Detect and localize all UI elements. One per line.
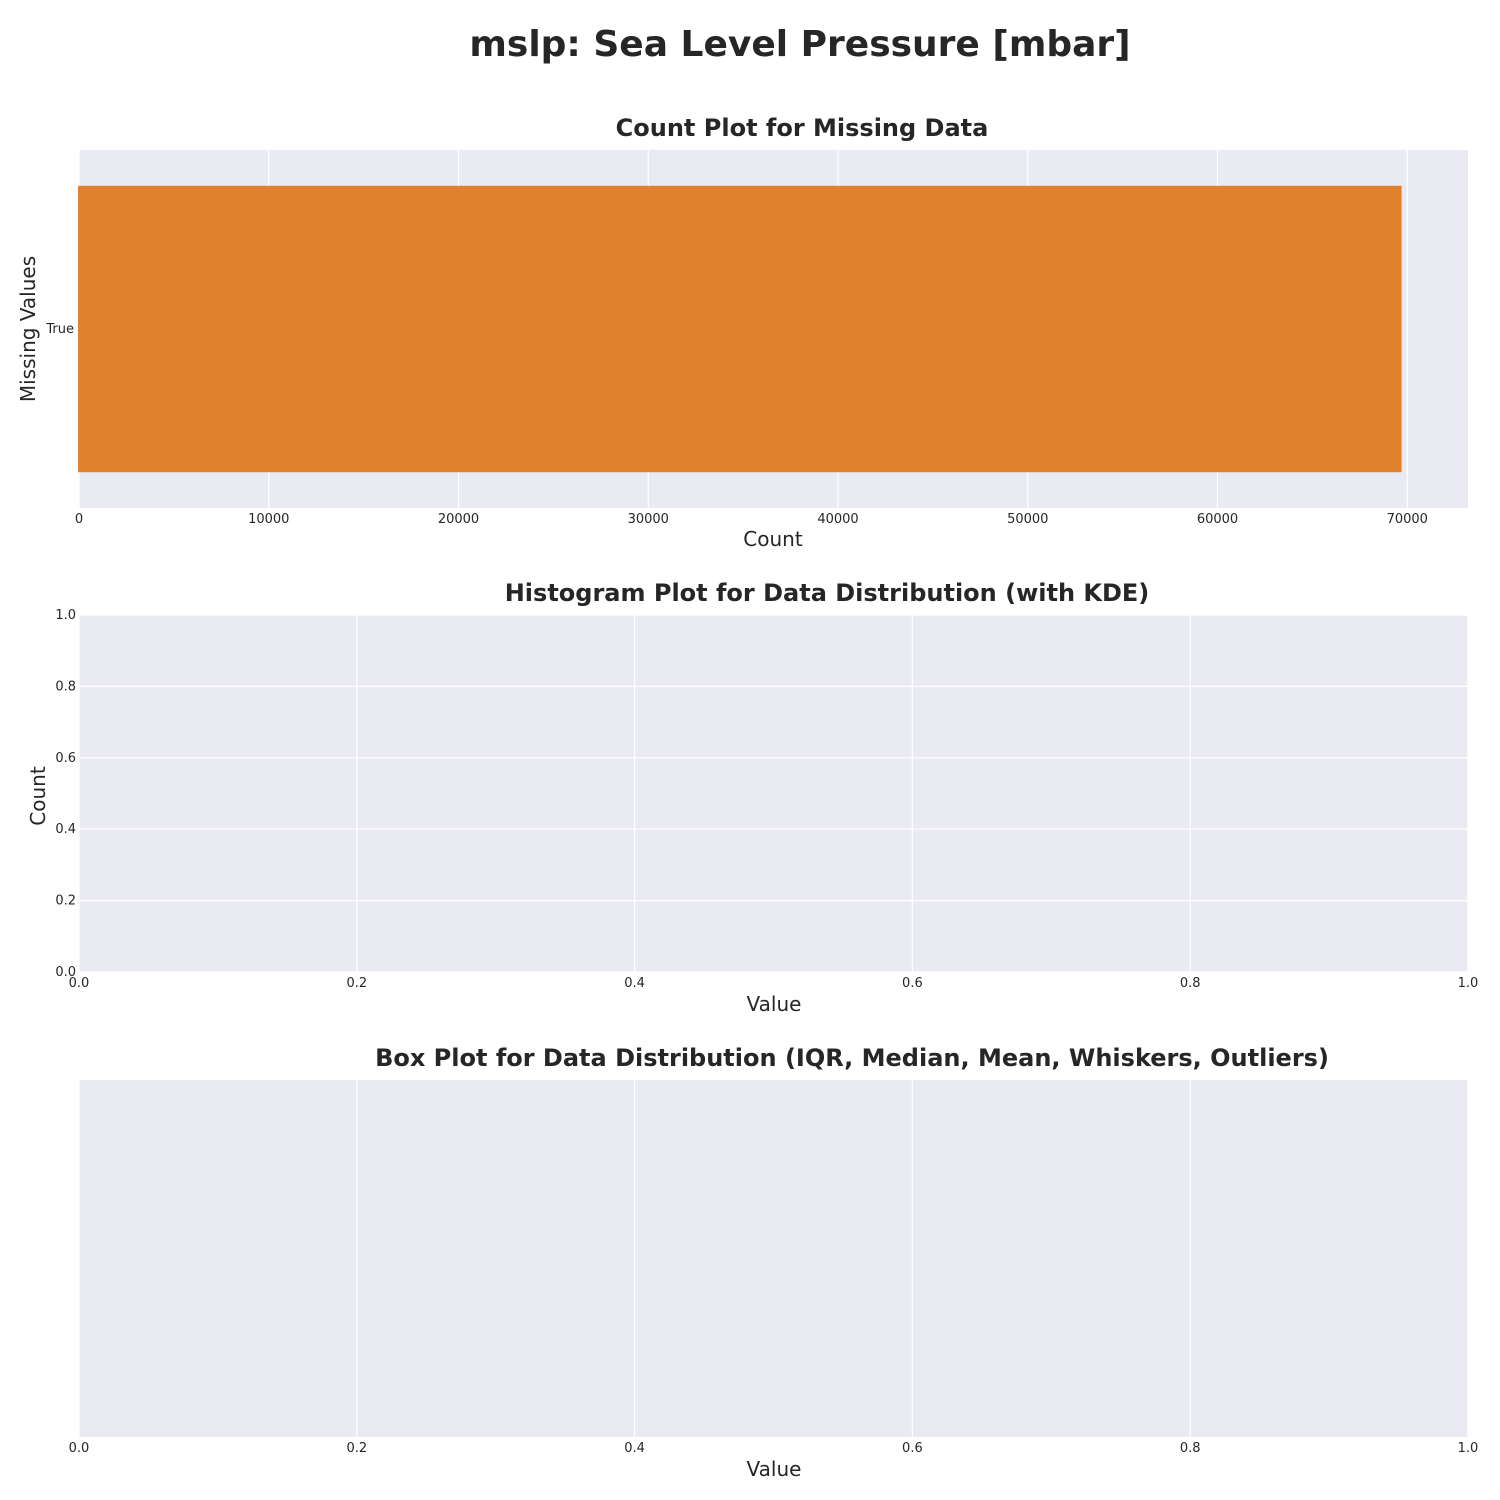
histogram-y-tick-label: 0.4: [55, 822, 76, 837]
count-plot-x-tick-label: 40000: [817, 512, 858, 527]
box-plot-x-tick-label: 0.0: [69, 1441, 90, 1456]
count-plot-panel: Count Plot for Missing Data 0 10000 20000 3…: [16, 114, 1468, 551]
box-plot-x-tick-label: 0.6: [902, 1441, 923, 1456]
box-plot-x-tick-label: 0.4: [624, 1441, 645, 1456]
figure-title: mslp: Sea Level Pressure [mbar]: [469, 24, 1130, 65]
histogram-y-tick-label: 0.8: [55, 679, 76, 694]
box-plot-x-tick-label: 0.8: [1180, 1441, 1201, 1456]
box-plot-grid: [78, 1080, 1469, 1437]
histogram-plot-area: [79, 615, 1468, 972]
histogram-title: Histogram Plot for Data Distribution (wi…: [505, 579, 1150, 607]
count-plot-x-tick-label: 50000: [1007, 512, 1048, 527]
histogram-y-tick-label: 0.6: [55, 751, 76, 766]
count-plot-x-tick-label: 10000: [248, 512, 289, 527]
count-plot-x-tick-label: 60000: [1197, 512, 1238, 527]
histogram-y-tick-label: 0.2: [55, 894, 76, 909]
count-plot-x-label: Count: [743, 527, 803, 551]
count-bar-true: [78, 185, 1402, 473]
histogram-panel: Histogram Plot for Data Distribution (wi…: [26, 579, 1478, 1016]
histogram-y-tick-label: 1.0: [55, 608, 76, 623]
box-plot-panel: Box Plot for Data Distribution (IQR, Med…: [69, 1044, 1479, 1481]
count-plot-x-tick-label: 70000: [1387, 512, 1428, 527]
histogram-x-label: Value: [747, 992, 802, 1016]
count-plot-x-ticks: 0 10000 20000 30000 40000 50000 60000 70000: [75, 512, 1428, 527]
box-plot-x-tick-label: 1.0: [1458, 1441, 1479, 1456]
histogram-grid: [78, 614, 1469, 973]
count-plot-x-tick-label: 30000: [628, 512, 669, 527]
count-plot-y-label: Missing Values: [16, 256, 40, 402]
box-plot-x-ticks: 0.0 0.2 0.4 0.6 0.8 1.0: [69, 1441, 1479, 1456]
histogram-y-tick-label: 0.0: [55, 965, 76, 980]
box-plot-x-label: Value: [747, 1457, 802, 1481]
count-plot-bars: [78, 185, 1402, 473]
count-plot-title: Count Plot for Missing Data: [616, 114, 989, 142]
box-plot-title: Box Plot for Data Distribution (IQR, Med…: [375, 1044, 1329, 1072]
histogram-x-tick-label: 0.0: [69, 976, 90, 991]
count-plot-x-tick-label: 0: [75, 512, 83, 527]
histogram-x-tick-label: 0.2: [346, 976, 367, 991]
histogram-x-tick-label: 0.4: [624, 976, 645, 991]
count-plot-y-ticks: True: [45, 322, 74, 337]
count-plot-y-tick-label: True: [45, 322, 74, 337]
histogram-x-tick-label: 1.0: [1458, 976, 1479, 991]
histogram-y-label: Count: [26, 766, 50, 826]
count-plot-x-tick-label: 20000: [438, 512, 479, 527]
histogram-y-ticks: 0.0 0.2 0.4 0.6 0.8 1.0: [55, 608, 76, 980]
histogram-x-ticks: 0.0 0.2 0.4 0.6 0.8 1.0: [69, 976, 1479, 991]
histogram-x-tick-label: 0.8: [1180, 976, 1201, 991]
box-plot-area: [79, 1080, 1468, 1437]
box-plot-x-tick-label: 0.2: [346, 1441, 367, 1456]
histogram-x-tick-label: 0.6: [902, 976, 923, 991]
